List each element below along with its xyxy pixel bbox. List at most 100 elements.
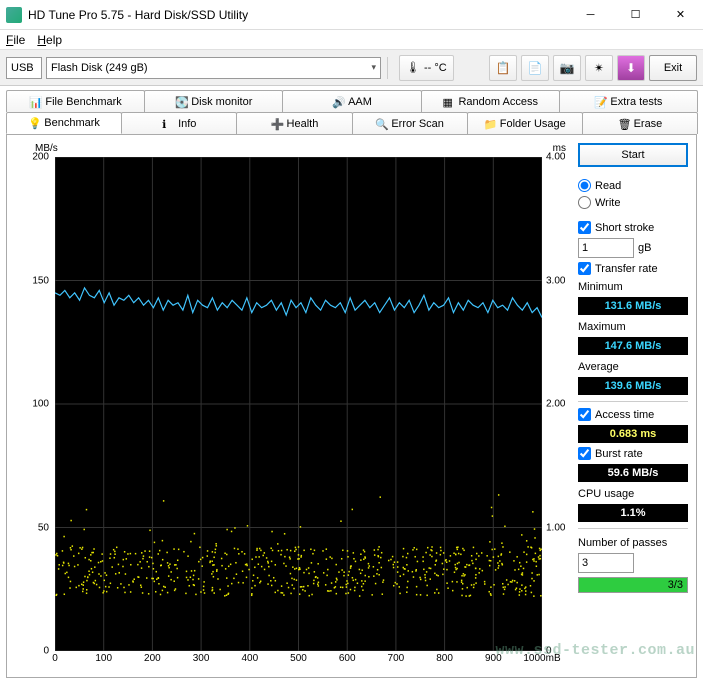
chart-area: MB/s ms 200150100500 4.003.002.001.000 0…	[15, 143, 570, 669]
side-panel: Start Read Write Short stroke gB Transfe…	[578, 143, 688, 669]
tab-label: Health	[287, 118, 319, 130]
tab-health[interactable]: ➕ Health	[236, 112, 352, 134]
tab-aam[interactable]: 🔊 AAM	[282, 90, 421, 112]
tab-label: File Benchmark	[45, 96, 121, 108]
copy-screenshot-button[interactable]: 📋	[489, 55, 517, 81]
minimum-label: Minimum	[578, 281, 688, 293]
tab-label: Extra tests	[610, 96, 662, 108]
average-value: 139.6 MB/s	[578, 377, 688, 395]
progress-bar: 3/3	[578, 577, 688, 593]
tab-label: Error Scan	[391, 118, 444, 130]
benchmark-panel: MB/s ms 200150100500 4.003.002.001.000 0…	[6, 134, 697, 678]
save-screenshot-button[interactable]: 📷	[553, 55, 581, 81]
tab-benchmark[interactable]: 💡 Benchmark	[6, 112, 122, 134]
minimize-tray-button[interactable]: ⬇	[617, 55, 645, 81]
transfer-rate-check[interactable]	[578, 262, 591, 275]
short-stroke-input-row: gB	[578, 238, 688, 258]
read-radio-row[interactable]: Read	[578, 179, 688, 192]
tabs-container: 📊 File Benchmark 💽 Disk monitor 🔊 AAM ▦Rand…	[0, 86, 703, 134]
toolbar: USB Flash Disk (249 gB) 🌡 -- °C 📋 📄 📷 ✴ ⬇…	[0, 50, 703, 86]
thermometer-icon: 🌡	[406, 61, 420, 74]
error-scan-icon: 🔍	[375, 118, 387, 130]
burst-rate-label: Burst rate	[595, 448, 643, 460]
benchmark-chart	[55, 157, 542, 651]
maximum-label: Maximum	[578, 321, 688, 333]
options-button[interactable]: ✴	[585, 55, 613, 81]
window-title: HD Tune Pro 5.75 - Hard Disk/SSD Utility	[28, 8, 568, 22]
info-icon: ℹ	[162, 118, 174, 130]
tabs-row-bottom: 💡 Benchmark ℹInfo ➕ Health 🔍 Error Scan 📁 Fo…	[6, 112, 697, 134]
short-stroke-unit: gB	[638, 242, 651, 254]
menu-help[interactable]: Help	[37, 33, 62, 47]
tab-label: Disk monitor	[191, 96, 252, 108]
watermark: www.ssd-tester.com.au	[495, 642, 695, 659]
app-icon	[6, 7, 22, 23]
exit-button[interactable]: Exit	[649, 55, 697, 81]
tab-error-scan[interactable]: 🔍 Error Scan	[352, 112, 468, 134]
transfer-rate-label: Transfer rate	[595, 263, 658, 275]
tab-label: AAM	[348, 96, 372, 108]
passes-input[interactable]	[578, 553, 634, 573]
close-button[interactable]: ✕	[658, 0, 703, 30]
temperature-value: -- °C	[424, 62, 447, 74]
tab-info[interactable]: ℹInfo	[121, 112, 237, 134]
cpu-usage-label: CPU usage	[578, 488, 688, 500]
burst-rate-value: 59.6 MB/s	[578, 464, 688, 482]
y-left-ticks: 200150100500	[15, 157, 53, 651]
tab-folder-usage[interactable]: 📁 Folder Usage	[467, 112, 583, 134]
passes-label: Number of passes	[578, 537, 688, 549]
separator	[578, 528, 688, 529]
benchmark-icon: 💡	[28, 117, 40, 129]
tab-extra-tests[interactable]: 📝 Extra tests	[559, 90, 698, 112]
menu-file[interactable]: File	[6, 33, 25, 47]
y-right-ticks: 4.003.002.001.000	[544, 157, 570, 651]
tab-disk-monitor[interactable]: 💽 Disk monitor	[144, 90, 283, 112]
transfer-rate-row[interactable]: Transfer rate	[578, 262, 688, 275]
extra-tests-icon: 📝	[594, 96, 606, 108]
average-label: Average	[578, 361, 688, 373]
cpu-usage-value: 1.1%	[578, 504, 688, 522]
health-icon: ➕	[271, 118, 283, 130]
device-select[interactable]: Flash Disk (249 gB)	[46, 57, 381, 79]
disk-monitor-icon: 💽	[175, 96, 187, 108]
progress-text: 3/3	[668, 579, 683, 591]
minimize-button[interactable]: ─	[568, 0, 613, 30]
window-controls: ─ ☐ ✕	[568, 0, 703, 30]
tab-label: Folder Usage	[500, 118, 566, 130]
short-stroke-label: Short stroke	[595, 222, 654, 234]
read-radio[interactable]	[578, 179, 591, 192]
minimum-value: 131.6 MB/s	[578, 297, 688, 315]
aam-icon: 🔊	[332, 96, 344, 108]
erase-icon: 🗑	[618, 118, 630, 130]
copy-info-button[interactable]: 📄	[521, 55, 549, 81]
device-name: Flash Disk (249 gB)	[51, 62, 148, 74]
tab-random-access[interactable]: ▦Random Access	[421, 90, 560, 112]
device-type-box: USB	[6, 57, 42, 79]
short-stroke-check[interactable]	[578, 221, 591, 234]
short-stroke-row[interactable]: Short stroke	[578, 221, 688, 234]
short-stroke-input[interactable]	[578, 238, 634, 258]
burst-rate-check[interactable]	[578, 447, 591, 460]
access-time-check[interactable]	[578, 408, 591, 421]
tabs-row-top: 📊 File Benchmark 💽 Disk monitor 🔊 AAM ▦Rand…	[6, 90, 697, 112]
tab-label: Benchmark	[44, 117, 100, 129]
write-radio[interactable]	[578, 196, 591, 209]
read-label: Read	[595, 180, 621, 192]
random-access-icon: ▦	[442, 96, 454, 108]
access-time-row[interactable]: Access time	[578, 408, 688, 421]
separator	[578, 401, 688, 402]
tab-label: Erase	[634, 118, 663, 130]
start-button[interactable]: Start	[578, 143, 688, 167]
folder-usage-icon: 📁	[484, 118, 496, 130]
burst-rate-row[interactable]: Burst rate	[578, 447, 688, 460]
access-time-label: Access time	[595, 409, 654, 421]
maximize-button[interactable]: ☐	[613, 0, 658, 30]
write-radio-row[interactable]: Write	[578, 196, 688, 209]
tab-file-benchmark[interactable]: 📊 File Benchmark	[6, 90, 145, 112]
temperature-box: 🌡 -- °C	[399, 55, 454, 81]
file-benchmark-icon: 📊	[29, 96, 41, 108]
menubar: File Help	[0, 30, 703, 50]
tab-erase[interactable]: 🗑 Erase	[582, 112, 698, 134]
passes-input-row	[578, 553, 688, 573]
access-time-value: 0.683 ms	[578, 425, 688, 443]
